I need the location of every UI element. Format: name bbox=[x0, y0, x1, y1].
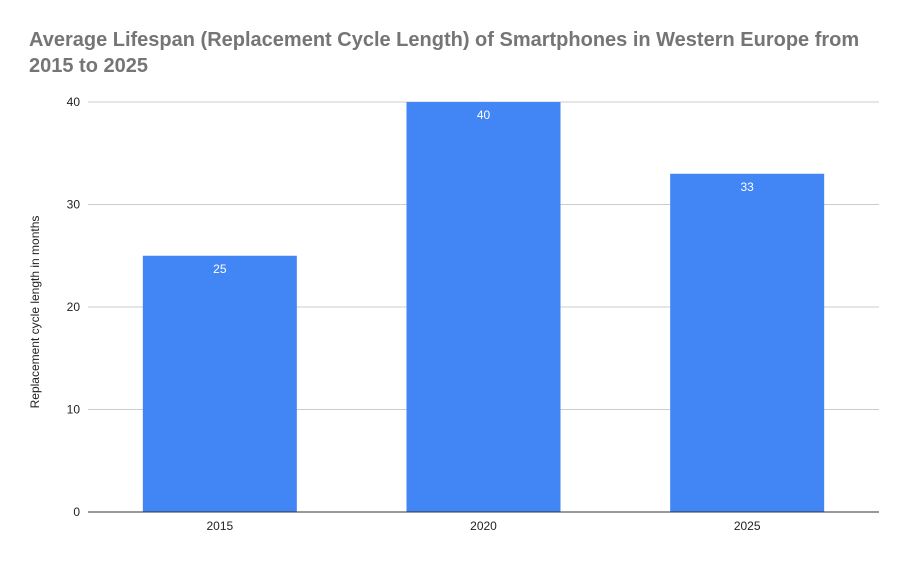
y-tick-label: 0 bbox=[73, 505, 80, 519]
y-tick-label: 40 bbox=[67, 95, 81, 109]
bar-2020 bbox=[406, 102, 561, 512]
bars bbox=[142, 102, 825, 512]
bar-2015 bbox=[142, 255, 297, 512]
y-axis-title: Replacement cycle length in months bbox=[28, 216, 42, 409]
x-tick-label: 2020 bbox=[470, 519, 497, 533]
y-tick-label: 30 bbox=[67, 198, 81, 212]
x-tick-label: 2015 bbox=[206, 519, 233, 533]
data-label: 33 bbox=[740, 180, 754, 194]
data-label: 40 bbox=[477, 108, 491, 122]
bar-2025 bbox=[670, 173, 825, 512]
data-label: 25 bbox=[213, 262, 227, 276]
y-tick-label: 20 bbox=[67, 300, 81, 314]
y-tick-label: 10 bbox=[67, 403, 81, 417]
labels: 0 10 20 30 40 25 2015 40 2020 33 2025 Replacement c… bbox=[28, 95, 761, 533]
x-tick-label: 2025 bbox=[734, 519, 761, 533]
chart-title: Average Lifespan (Replacement Cycle Leng… bbox=[29, 29, 860, 77]
